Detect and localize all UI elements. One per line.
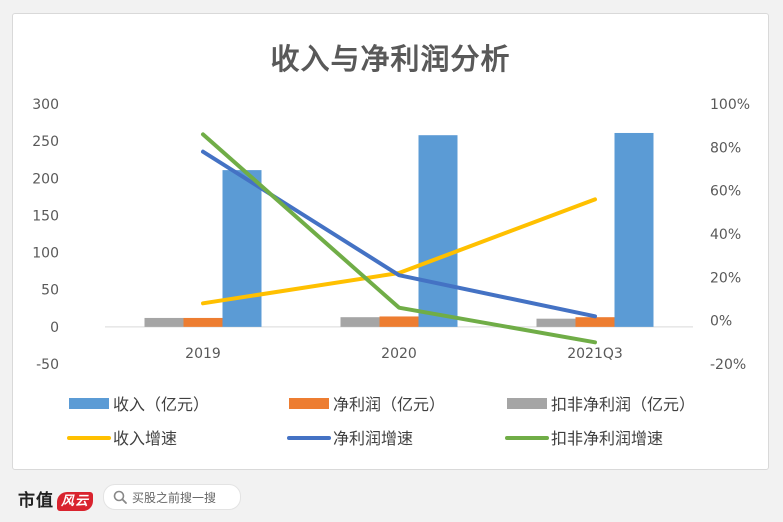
bar — [183, 317, 223, 327]
legend-label: 收入增速 — [113, 429, 177, 448]
x-tick-label: 2020 — [381, 346, 417, 362]
bar — [340, 317, 380, 327]
legend-label: 扣非净利润增速 — [551, 429, 663, 448]
bar — [575, 317, 615, 327]
y-left-tick-label: 100 — [32, 246, 59, 262]
bar — [614, 132, 654, 327]
y-right-tick-label: 60% — [710, 184, 741, 200]
bar — [222, 170, 262, 327]
y-left-tick-label: -50 — [36, 357, 59, 373]
y-right-tick-label: -20% — [710, 357, 746, 373]
y-right-tick-label: 80% — [710, 140, 741, 156]
legend-swatch — [69, 398, 109, 409]
legend-label: 净利润（亿元） — [333, 395, 445, 414]
search-box[interactable]: 买股之前搜一搜 — [103, 484, 241, 510]
y-right-tick-label: 40% — [710, 227, 741, 243]
legend-label: 扣非净利润（亿元） — [551, 395, 695, 414]
footer-bar: 市值 风云 买股之前搜一搜 — [0, 472, 783, 522]
bar — [418, 135, 458, 327]
chart-card: 收入与净利润分析 -50 0 50 100 150 200 250 300 -20% 0% 20% 4… — [12, 13, 769, 470]
series-line — [201, 197, 597, 306]
y-left-tick-label: 200 — [32, 171, 59, 187]
series-line — [201, 149, 597, 319]
combo-chart: -50 0 50 100 150 200 250 300 -20% 0% 20% 40% 60% 80% 1… — [32, 97, 750, 448]
y-left-tick-label: 50 — [41, 283, 59, 299]
legend-swatch — [289, 398, 329, 409]
bar — [379, 316, 419, 327]
search-placeholder: 买股之前搜一搜 — [132, 491, 217, 505]
y-left-tick-label: 0 — [50, 320, 59, 336]
y-right-tick-label: 20% — [710, 270, 741, 286]
x-tick-label: 2019 — [185, 346, 221, 362]
y-left-tick-label: 300 — [32, 97, 59, 113]
brand-logo: 市值 风云 — [18, 486, 94, 511]
legend-label: 收入（亿元） — [113, 395, 209, 414]
x-tick-label: 2021Q3 — [567, 346, 623, 362]
bar — [144, 317, 184, 327]
bar — [536, 318, 576, 327]
series-line — [201, 132, 597, 345]
legend-swatch — [507, 398, 547, 409]
y-left-tick-label: 250 — [32, 134, 59, 150]
y-right-tick-label: 0% — [710, 314, 732, 330]
legend-label: 净利润增速 — [333, 429, 413, 448]
y-left-tick-label: 150 — [32, 208, 59, 224]
brand-mark: 风云 — [57, 492, 94, 511]
brand-text: 市值 — [18, 491, 54, 511]
chart-title: 收入与净利润分析 — [270, 42, 511, 76]
search-icon — [113, 490, 127, 504]
y-right-tick-label: 100% — [710, 97, 750, 113]
